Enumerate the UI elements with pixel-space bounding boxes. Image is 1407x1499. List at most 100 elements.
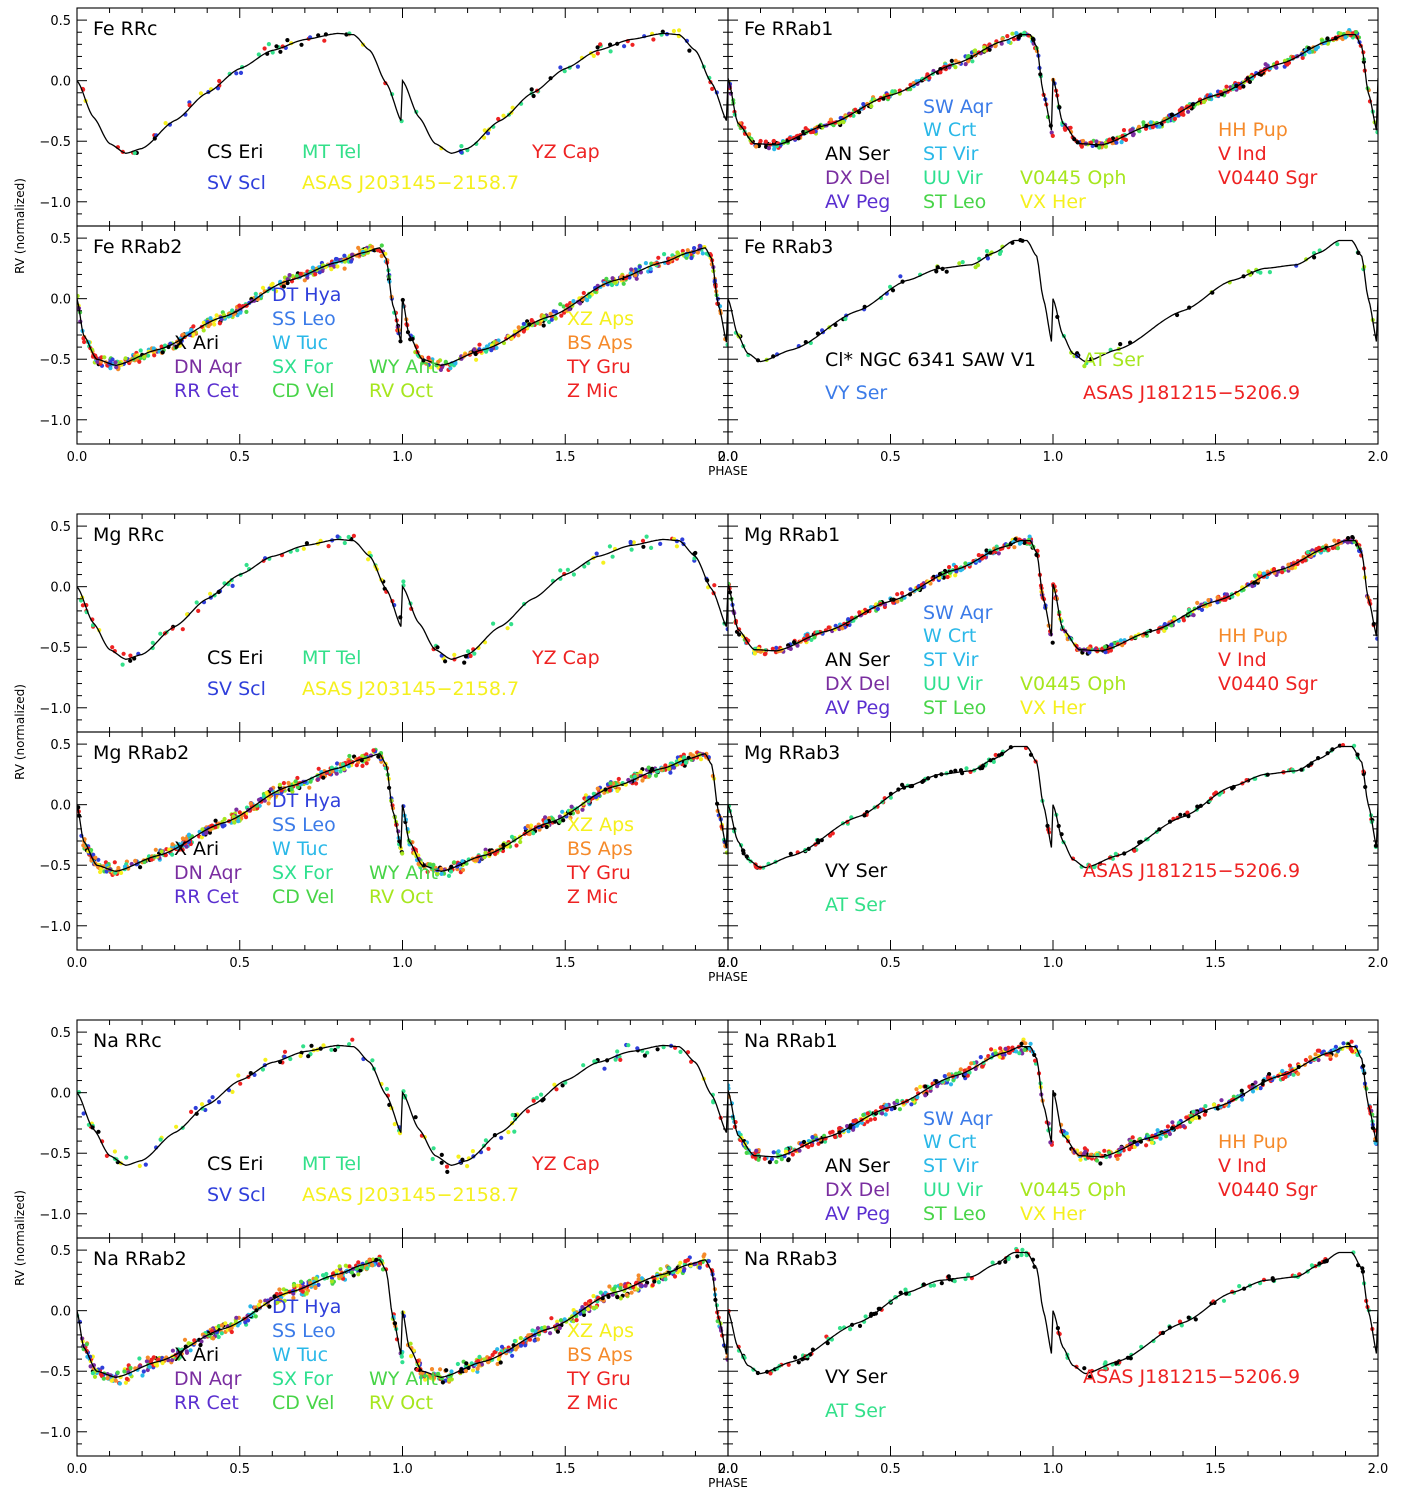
data-point xyxy=(460,1157,465,1162)
data-point xyxy=(238,70,244,75)
data-point xyxy=(516,333,521,338)
data-point xyxy=(1050,133,1055,138)
data-point xyxy=(942,1074,947,1079)
data-point xyxy=(384,1086,389,1092)
data-point xyxy=(286,780,291,786)
data-point xyxy=(993,752,998,758)
star-label: V0440 Sgr xyxy=(1218,673,1318,695)
data-point xyxy=(413,1115,418,1120)
data-point xyxy=(232,820,237,825)
data-point xyxy=(633,273,638,278)
panel-title: Mg RRc xyxy=(93,524,164,546)
data-point xyxy=(379,253,384,259)
data-point xyxy=(256,52,261,57)
data-point xyxy=(501,113,506,118)
y-tick-label: −0.5 xyxy=(39,859,71,874)
data-point xyxy=(342,253,347,258)
data-point xyxy=(756,1157,761,1162)
y-tick-label: −1.0 xyxy=(39,920,71,935)
data-point xyxy=(571,572,577,577)
data-point xyxy=(1313,47,1319,52)
data-point xyxy=(601,560,606,565)
data-point xyxy=(486,1146,491,1151)
data-point xyxy=(1068,125,1073,130)
data-point xyxy=(435,871,440,876)
star-label: SV Scl xyxy=(207,678,266,700)
data-point xyxy=(634,781,639,786)
star-label: YZ Cap xyxy=(531,141,600,163)
y-axis-label: RV (normalized) xyxy=(13,178,27,274)
star-label: X Ari xyxy=(174,332,219,354)
data-point xyxy=(1348,1046,1353,1052)
data-point xyxy=(957,261,962,266)
data-point xyxy=(841,120,846,125)
data-point xyxy=(1267,1072,1272,1077)
data-point xyxy=(1375,130,1378,135)
star-label: VX Her xyxy=(1020,1203,1086,1225)
data-point xyxy=(1121,128,1127,133)
panel-title: Fe RRab2 xyxy=(93,236,182,258)
data-point xyxy=(953,65,958,70)
data-point xyxy=(788,851,793,856)
data-point xyxy=(560,1083,565,1088)
data-point xyxy=(301,1044,306,1049)
data-points xyxy=(77,1037,723,1174)
data-point xyxy=(1097,145,1102,150)
data-point xyxy=(1170,1120,1175,1125)
data-point xyxy=(1078,1157,1083,1162)
data-point xyxy=(875,606,881,612)
data-point xyxy=(274,289,279,294)
data-point xyxy=(966,59,971,64)
data-point xyxy=(506,1130,511,1135)
data-point xyxy=(984,249,990,254)
data-point xyxy=(1149,1140,1155,1145)
data-point xyxy=(1343,35,1348,40)
star-label: RR Cet xyxy=(174,380,239,402)
x-tick-label: 0.5 xyxy=(229,956,250,971)
data-point xyxy=(468,653,473,659)
data-point xyxy=(510,1112,515,1118)
data-point xyxy=(266,42,271,47)
data-point xyxy=(914,1087,919,1092)
data-point xyxy=(649,545,654,551)
panel-mg-rrab3: 0.0 0.5 1.0 1.5 2.0 Mg RRab3 VY Ser ASAS J18121… xyxy=(718,731,1388,971)
data-point xyxy=(1191,613,1196,618)
panel-fe-rrab2: 0.5 0.0 −0.5 −1.0 0.0 0.5 1.0 1.5 2.0 Fe RRab2 DT … xyxy=(39,225,738,465)
data-point xyxy=(460,867,466,873)
data-point xyxy=(230,583,235,589)
y-tick-label: −1.0 xyxy=(39,702,71,717)
data-point xyxy=(1287,1063,1292,1068)
data-point xyxy=(243,815,249,820)
data-point xyxy=(610,554,615,559)
star-label: HH Pup xyxy=(1218,625,1288,647)
data-point xyxy=(356,245,361,250)
x-axis-label: PHASE xyxy=(708,970,748,984)
data-point xyxy=(1118,342,1123,347)
data-point xyxy=(1086,862,1091,867)
data-point xyxy=(549,317,554,322)
panel-frame xyxy=(727,731,1379,951)
star-label: X Ari xyxy=(174,838,219,860)
data-point xyxy=(285,280,290,286)
x-tick-label: 1.0 xyxy=(392,956,413,971)
data-point xyxy=(1092,865,1097,870)
y-tick-label: 0.0 xyxy=(50,799,71,814)
star-label: VX Her xyxy=(1020,697,1086,719)
data-point xyxy=(895,592,900,597)
data-point xyxy=(700,251,705,256)
data-point xyxy=(174,1124,179,1129)
data-point xyxy=(1102,1148,1107,1153)
data-point xyxy=(306,1054,311,1059)
data-point xyxy=(261,794,266,799)
x-tick-label: 0.0 xyxy=(67,956,88,971)
data-point xyxy=(737,632,742,637)
data-point xyxy=(138,348,143,353)
data-point xyxy=(201,328,206,333)
data-point xyxy=(194,600,199,605)
data-point xyxy=(266,801,271,806)
data-point xyxy=(138,865,143,870)
star-label: DN Aqr xyxy=(174,356,242,378)
data-point xyxy=(963,62,968,67)
data-point xyxy=(496,116,501,122)
